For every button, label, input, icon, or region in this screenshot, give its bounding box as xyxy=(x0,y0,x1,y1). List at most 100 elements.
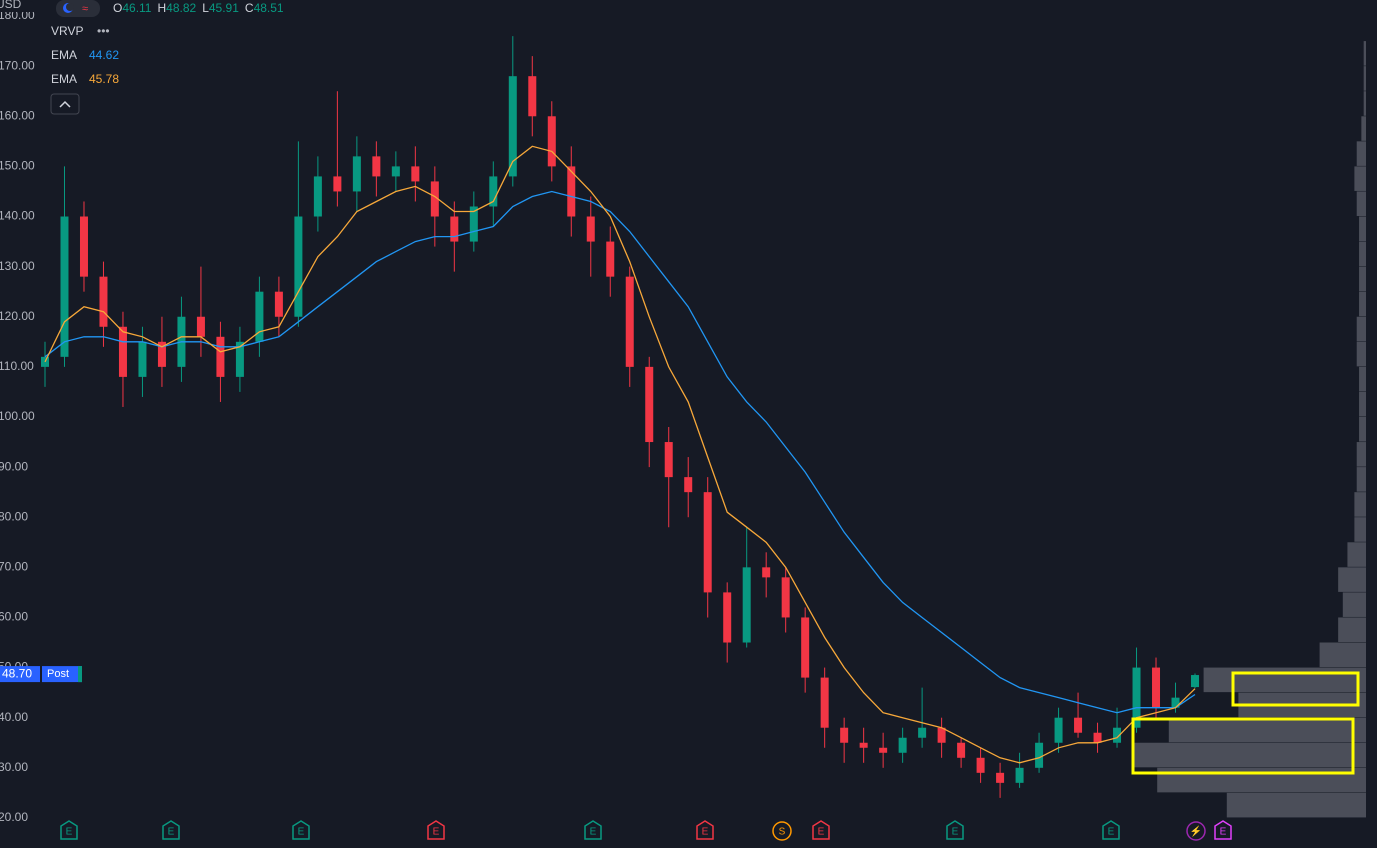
event-label: S xyxy=(779,827,786,838)
candle-body xyxy=(79,216,88,277)
candle-body xyxy=(625,276,634,367)
profile-bar xyxy=(1354,166,1366,191)
y-tick-label: 40.00 xyxy=(0,710,28,724)
event-icon xyxy=(812,820,830,840)
candle-body xyxy=(430,181,439,217)
event-marker[interactable]: E xyxy=(1214,820,1232,840)
icon: ≈ xyxy=(82,3,88,15)
candle-body xyxy=(606,241,615,277)
candle-body xyxy=(976,757,985,773)
legend-label: O xyxy=(113,1,122,15)
candle-body xyxy=(996,772,1005,783)
y-tick-label: 120.00 xyxy=(0,309,35,323)
price-tag: 48.70 Post xyxy=(0,666,82,683)
profile-bar xyxy=(1134,742,1366,768)
indicator-value: 44.62 xyxy=(89,48,119,62)
candle-body xyxy=(196,316,205,337)
event-marker[interactable]: S xyxy=(772,821,792,841)
profile-bar xyxy=(1338,617,1366,643)
profile-bar xyxy=(1359,391,1366,417)
plot xyxy=(41,36,1199,798)
event-icon xyxy=(1214,820,1232,840)
profile-bar xyxy=(1359,416,1366,442)
candle-body xyxy=(664,442,673,478)
y-tick-label: 60.00 xyxy=(0,610,28,624)
event-label: ⚡ xyxy=(1190,825,1202,838)
profile-bar xyxy=(1359,291,1366,317)
event-icon xyxy=(946,820,964,840)
event-marker[interactable]: E xyxy=(292,820,310,840)
indicator-name[interactable]: EMA xyxy=(51,72,77,86)
candle-body xyxy=(567,166,576,217)
icon xyxy=(59,100,71,108)
event-label: E xyxy=(952,827,959,838)
event-marker[interactable]: E xyxy=(812,820,830,840)
indicator-name[interactable]: VRVP xyxy=(51,24,83,38)
profile-bar xyxy=(1356,191,1366,217)
candle-body xyxy=(1093,732,1102,743)
event-icon xyxy=(584,820,602,840)
y-tick-label: 20.00 xyxy=(0,810,28,824)
legend-label: H xyxy=(157,1,166,15)
y-tick-label: 130.00 xyxy=(0,259,35,273)
candle-body xyxy=(723,592,732,643)
indicator-name[interactable]: EMA xyxy=(51,48,77,62)
event-icon xyxy=(1186,821,1206,841)
candle-body xyxy=(1074,717,1083,733)
event-label: E xyxy=(66,827,73,838)
y-tick-label: 160.00 xyxy=(0,108,35,122)
candle-body xyxy=(742,567,751,643)
candle-body xyxy=(450,216,459,242)
event-marker[interactable]: ⚡ xyxy=(1186,821,1206,841)
profile-bar xyxy=(1356,467,1366,492)
event-icon xyxy=(696,820,714,840)
event-marker[interactable]: E xyxy=(1102,820,1120,840)
candle-body xyxy=(957,742,966,758)
y-tick-label: 70.00 xyxy=(0,560,28,574)
candle-body xyxy=(586,216,595,242)
candle-body xyxy=(859,742,868,748)
event-marker[interactable]: E xyxy=(60,820,78,840)
y-axis: 20.0030.0040.0050.0060.0070.0080.0090.00… xyxy=(0,8,35,824)
event-marker[interactable]: E xyxy=(696,820,714,840)
event-marker[interactable]: E xyxy=(427,820,445,840)
candle-body xyxy=(1054,717,1063,743)
candle-body xyxy=(820,677,829,728)
profile-bar xyxy=(1363,41,1366,66)
candle-body xyxy=(879,747,888,753)
ema-line xyxy=(44,190,1196,714)
y-tick-label: 150.00 xyxy=(0,159,35,173)
candle-body xyxy=(1152,667,1161,708)
candle-body xyxy=(313,176,322,217)
legend-value: 48.51 xyxy=(254,1,284,15)
event-label: E xyxy=(590,827,597,838)
more-button[interactable]: ••• xyxy=(97,24,110,38)
candle-body xyxy=(235,341,244,377)
y-tick-label: 90.00 xyxy=(0,459,28,473)
event-marker[interactable]: E xyxy=(162,820,180,840)
candle-body xyxy=(411,166,420,182)
y-tick-label: 100.00 xyxy=(0,409,35,423)
candle-body xyxy=(333,176,342,192)
event-label: E xyxy=(433,827,440,838)
session-label: Post xyxy=(47,668,69,680)
candle-body xyxy=(1113,727,1122,743)
candle-body xyxy=(918,727,927,738)
profile-bar xyxy=(1359,241,1366,267)
candle-body xyxy=(138,341,147,377)
profile-bar xyxy=(1319,642,1366,668)
profile-bar xyxy=(1226,792,1366,818)
icon xyxy=(66,3,74,11)
event-marker[interactable]: E xyxy=(584,820,602,840)
candle-body xyxy=(255,291,264,342)
price-tag-label: 48.70 xyxy=(2,666,32,680)
profile-bar xyxy=(1338,567,1366,592)
candle-body xyxy=(216,336,225,377)
event-marker[interactable]: E xyxy=(946,820,964,840)
symbol-pill[interactable] xyxy=(56,0,100,17)
candle-body xyxy=(372,156,381,177)
candle-body xyxy=(1132,667,1141,728)
collapse-button[interactable] xyxy=(50,93,80,115)
